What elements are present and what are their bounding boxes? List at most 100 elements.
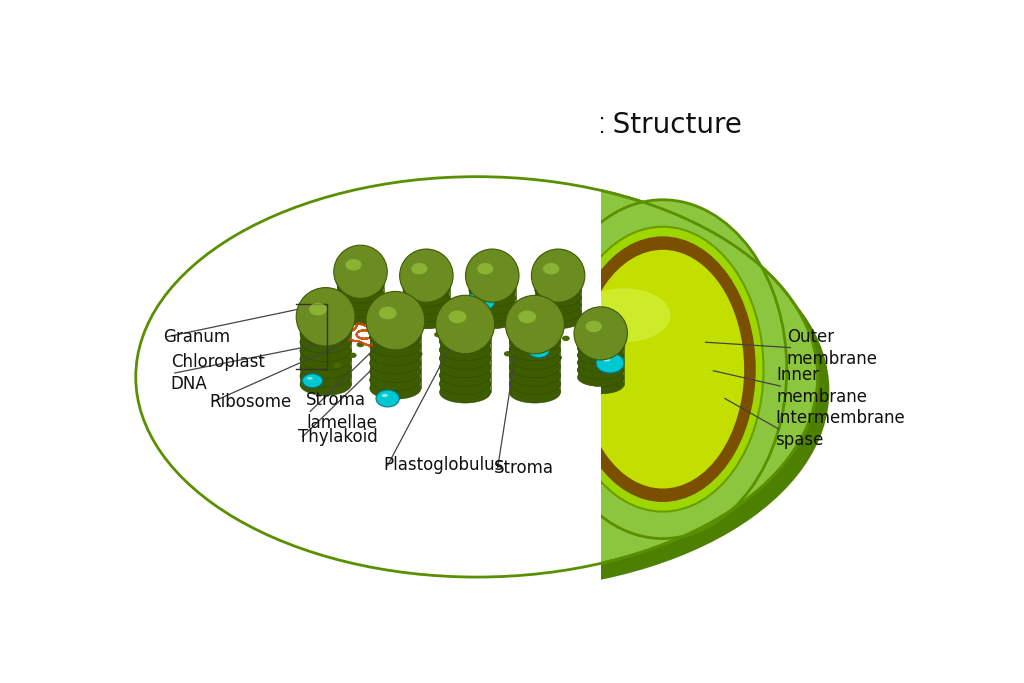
FancyBboxPatch shape: [403, 320, 450, 327]
Ellipse shape: [469, 274, 515, 292]
Ellipse shape: [337, 292, 384, 310]
Ellipse shape: [578, 346, 624, 365]
Text: Outer
membrane: Outer membrane: [786, 328, 878, 367]
FancyBboxPatch shape: [300, 335, 351, 342]
Ellipse shape: [403, 296, 450, 314]
Ellipse shape: [582, 250, 744, 488]
Ellipse shape: [370, 361, 421, 382]
Ellipse shape: [439, 356, 490, 378]
Ellipse shape: [403, 318, 450, 336]
Ellipse shape: [562, 227, 764, 512]
Ellipse shape: [509, 331, 560, 352]
Ellipse shape: [449, 311, 466, 323]
Ellipse shape: [578, 331, 624, 350]
FancyBboxPatch shape: [578, 371, 624, 377]
Ellipse shape: [370, 370, 421, 391]
Ellipse shape: [370, 335, 421, 357]
FancyBboxPatch shape: [535, 306, 582, 312]
Ellipse shape: [382, 394, 388, 397]
Text: Ribosome: Ribosome: [209, 393, 292, 410]
Ellipse shape: [330, 328, 337, 333]
Ellipse shape: [578, 288, 671, 342]
Ellipse shape: [531, 249, 585, 302]
Ellipse shape: [254, 205, 513, 364]
FancyBboxPatch shape: [370, 364, 421, 372]
FancyBboxPatch shape: [370, 322, 421, 329]
Ellipse shape: [439, 365, 490, 386]
FancyBboxPatch shape: [509, 342, 560, 350]
FancyBboxPatch shape: [439, 351, 490, 359]
Ellipse shape: [296, 288, 355, 346]
FancyBboxPatch shape: [300, 326, 351, 334]
Ellipse shape: [509, 356, 560, 378]
Ellipse shape: [509, 373, 560, 395]
FancyBboxPatch shape: [439, 385, 490, 392]
Ellipse shape: [309, 303, 327, 316]
Ellipse shape: [370, 318, 421, 340]
Ellipse shape: [403, 281, 450, 299]
Ellipse shape: [509, 356, 560, 378]
Ellipse shape: [469, 266, 515, 285]
Ellipse shape: [307, 377, 312, 380]
Ellipse shape: [504, 351, 512, 357]
Ellipse shape: [535, 274, 582, 292]
Ellipse shape: [473, 296, 481, 300]
Ellipse shape: [439, 331, 490, 352]
FancyBboxPatch shape: [370, 330, 421, 337]
Ellipse shape: [518, 311, 537, 323]
Ellipse shape: [519, 337, 527, 343]
Ellipse shape: [509, 365, 560, 386]
Ellipse shape: [300, 314, 351, 336]
Ellipse shape: [300, 331, 351, 353]
Ellipse shape: [509, 348, 560, 370]
Text: Granum: Granum: [163, 328, 230, 346]
Ellipse shape: [300, 323, 351, 344]
Ellipse shape: [578, 361, 624, 379]
Ellipse shape: [349, 352, 356, 358]
FancyBboxPatch shape: [469, 320, 515, 327]
FancyBboxPatch shape: [535, 277, 582, 283]
FancyBboxPatch shape: [337, 288, 384, 294]
FancyBboxPatch shape: [469, 284, 515, 290]
Ellipse shape: [586, 320, 602, 332]
FancyBboxPatch shape: [403, 291, 450, 298]
Ellipse shape: [403, 303, 450, 322]
Ellipse shape: [509, 382, 560, 403]
Ellipse shape: [535, 288, 582, 307]
Ellipse shape: [403, 266, 450, 285]
FancyBboxPatch shape: [300, 360, 351, 367]
FancyBboxPatch shape: [535, 291, 582, 298]
Ellipse shape: [376, 390, 399, 407]
Ellipse shape: [403, 288, 450, 307]
FancyBboxPatch shape: [337, 302, 384, 308]
FancyBboxPatch shape: [439, 368, 490, 376]
Ellipse shape: [509, 331, 560, 352]
FancyBboxPatch shape: [469, 291, 515, 298]
Ellipse shape: [554, 355, 562, 361]
Ellipse shape: [562, 335, 569, 341]
Ellipse shape: [219, 195, 673, 497]
Ellipse shape: [337, 270, 384, 288]
Ellipse shape: [469, 310, 515, 329]
Ellipse shape: [370, 352, 421, 374]
Ellipse shape: [469, 288, 515, 307]
FancyBboxPatch shape: [370, 347, 421, 354]
Ellipse shape: [136, 177, 818, 577]
Ellipse shape: [403, 274, 450, 292]
Ellipse shape: [403, 281, 450, 299]
Ellipse shape: [509, 322, 560, 344]
Ellipse shape: [469, 274, 515, 292]
Ellipse shape: [439, 356, 490, 378]
Ellipse shape: [439, 382, 490, 403]
FancyBboxPatch shape: [337, 294, 384, 301]
FancyBboxPatch shape: [535, 298, 582, 305]
Ellipse shape: [603, 357, 610, 361]
Ellipse shape: [509, 313, 560, 335]
Ellipse shape: [535, 266, 582, 285]
FancyBboxPatch shape: [403, 284, 450, 290]
Ellipse shape: [469, 310, 515, 329]
Ellipse shape: [466, 249, 519, 302]
Ellipse shape: [578, 339, 624, 357]
Ellipse shape: [578, 353, 624, 372]
Ellipse shape: [302, 374, 323, 388]
